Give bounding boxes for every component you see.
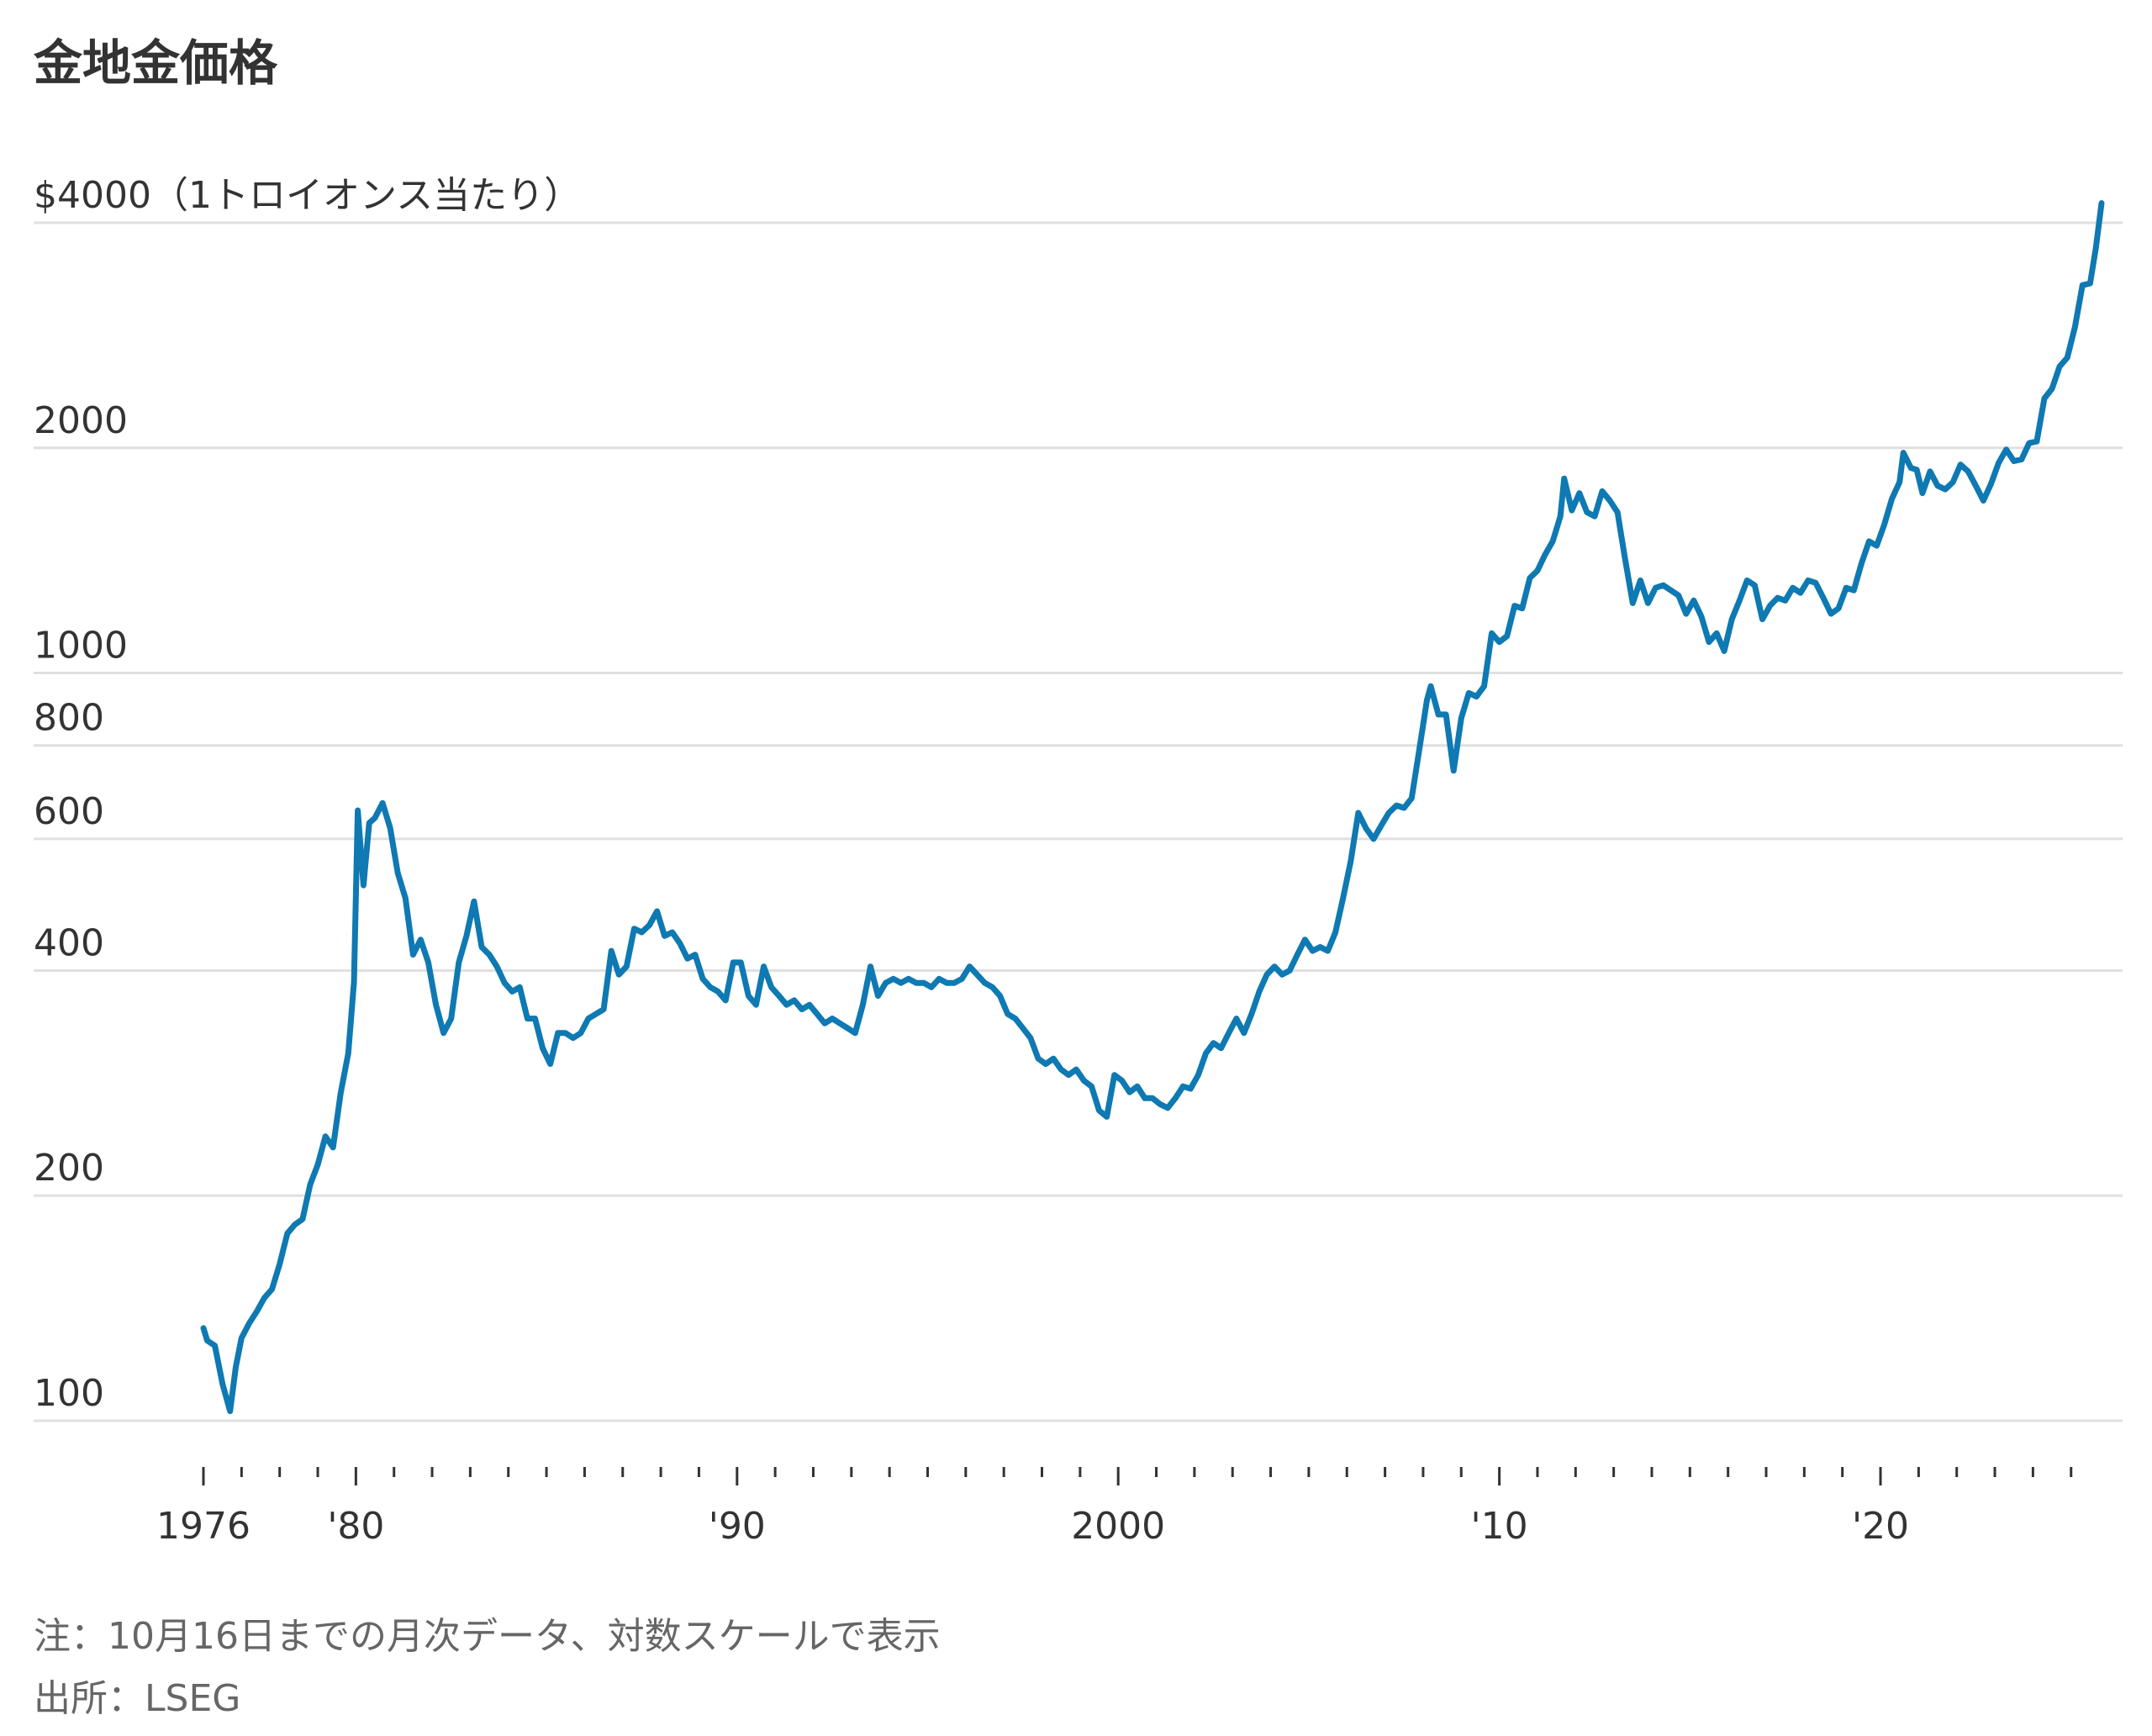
- x-tick-label-2020: '20: [1852, 1505, 1909, 1548]
- x-tick-label-1980: '80: [327, 1505, 384, 1548]
- grid-lines: [34, 221, 2123, 1422]
- x-axis: 1976 '80 '90 2000 '10 '20: [156, 1467, 2073, 1548]
- series-group: [200, 200, 2105, 1415]
- y-tick-label-1000: 1000: [34, 625, 128, 667]
- y-axis-labels: $4000（1トロイオンス当たり） 2000 1000 800 600 400 200 100: [34, 174, 581, 1415]
- gold-price-line: [200, 200, 2105, 1415]
- x-tick-label-1976: 1976: [156, 1505, 251, 1548]
- y-tick-label-600: 600: [34, 790, 104, 833]
- y-tick-label-200: 200: [34, 1147, 104, 1190]
- y-tick-label-2000: 2000: [34, 399, 128, 442]
- x-tick-label-2000: 2000: [1071, 1505, 1165, 1548]
- y-tick-label-100: 100: [34, 1372, 104, 1415]
- y-tick-label-4000: $4000（1トロイオンス当たり）: [34, 174, 581, 217]
- y-tick-label-800: 800: [34, 697, 104, 740]
- chart-source: 出所：LSEG: [34, 1677, 241, 1720]
- x-tick-label-2010: '10: [1471, 1505, 1528, 1548]
- gold-price-chart: $4000（1トロイオンス当たり） 2000 1000 800 600 400 200 100…: [34, 174, 2123, 1548]
- chart-title: 金地金価格: [34, 34, 278, 92]
- x-tick-label-1990: '90: [709, 1505, 766, 1548]
- y-tick-label-400: 400: [34, 921, 104, 964]
- chart-note: 注：10月16日までの月次データ、対数スケールで表示: [34, 1615, 941, 1658]
